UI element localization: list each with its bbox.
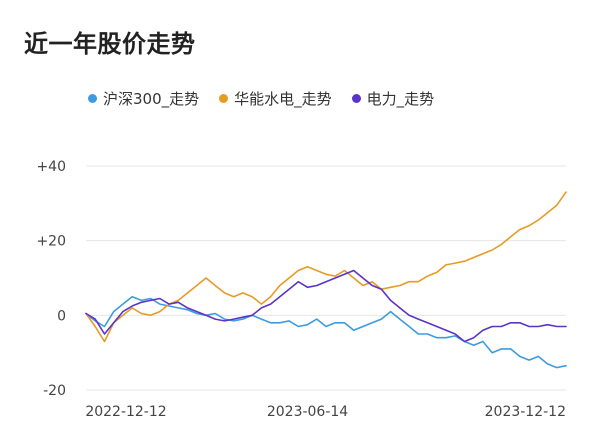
chart-legend: 沪深300_走势 华能水电_走势 电力_走势 bbox=[88, 88, 434, 109]
y-tick-label: -20 bbox=[43, 383, 66, 399]
legend-dot-icon bbox=[88, 94, 97, 103]
x-tick-label: 2022-12-12 bbox=[85, 404, 166, 420]
x-tick-label: 2023-12-12 bbox=[485, 404, 566, 420]
series-line-1 bbox=[85, 191, 567, 343]
legend-item-power[interactable]: 电力_走势 bbox=[351, 88, 435, 109]
y-tick-label: +40 bbox=[36, 159, 66, 175]
series-line-0 bbox=[85, 295, 567, 369]
legend-item-hs300[interactable]: 沪深300_走势 bbox=[88, 88, 199, 109]
legend-dot-icon bbox=[219, 94, 229, 103]
legend-label: 沪深300_走势 bbox=[103, 90, 200, 108]
y-tick-label: +20 bbox=[36, 234, 66, 250]
legend-item-hnsd[interactable]: 华能水电_走势 bbox=[219, 88, 332, 109]
y-tick-label: 0 bbox=[57, 308, 66, 324]
chart-title: 近一年股价走势 bbox=[24, 30, 196, 58]
x-tick-label: 2023-06-14 bbox=[267, 404, 348, 420]
series-line-2 bbox=[85, 269, 567, 343]
legend-label: 华能水电_走势 bbox=[234, 90, 332, 108]
legend-dot-icon bbox=[351, 94, 361, 103]
legend-label: 电力_走势 bbox=[366, 90, 435, 108]
